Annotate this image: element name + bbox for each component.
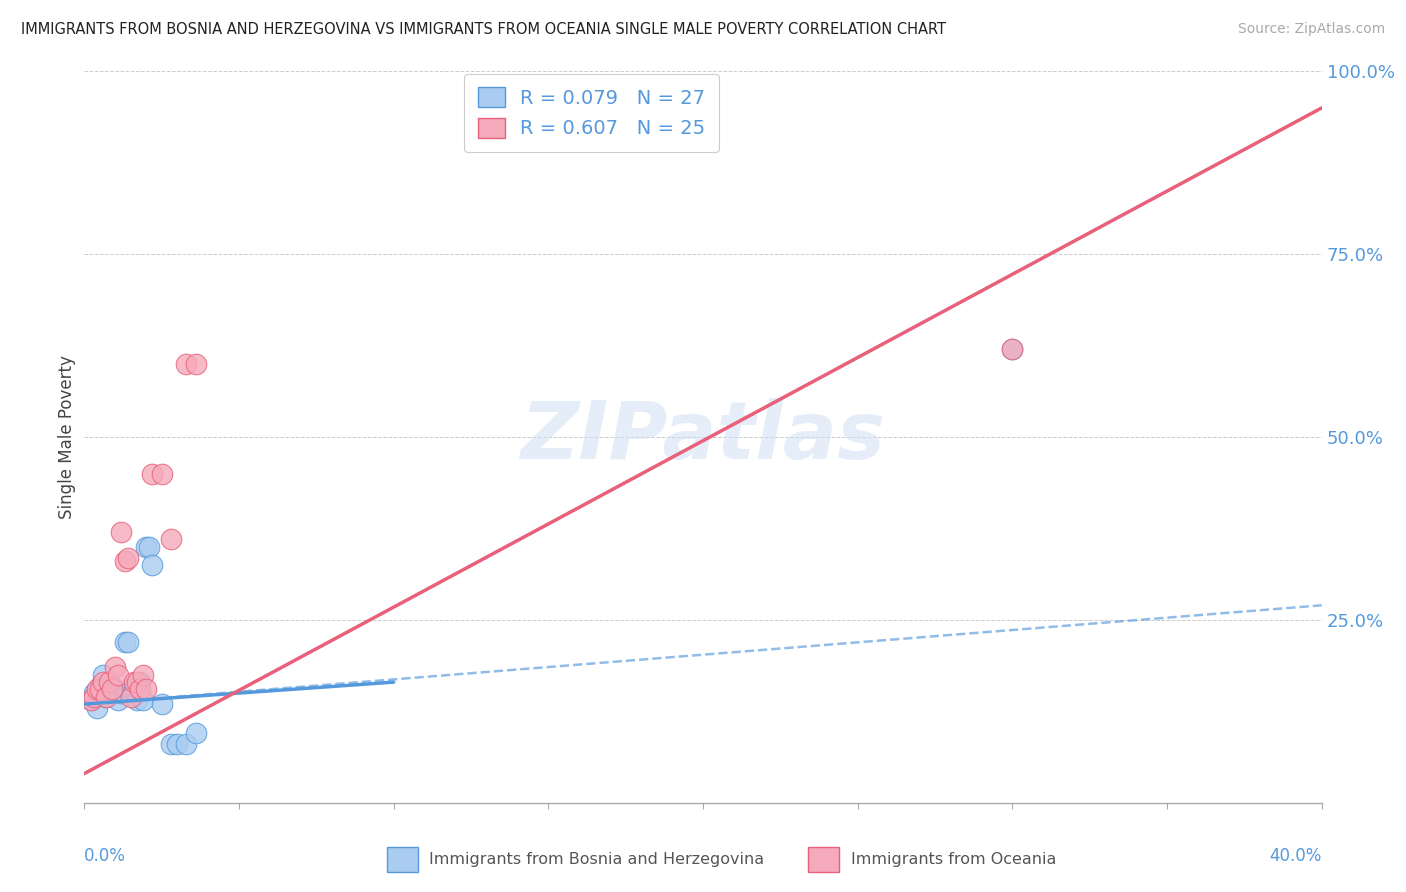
Point	[160, 533, 183, 547]
Point	[150, 697, 173, 711]
Point	[79, 693, 101, 707]
Point	[122, 682, 145, 697]
Legend: R = 0.079   N = 27, R = 0.607   N = 25: R = 0.079 N = 27, R = 0.607 N = 25	[464, 74, 720, 152]
Point	[184, 357, 207, 371]
Point	[166, 737, 188, 751]
Point	[125, 675, 148, 690]
Point	[91, 667, 114, 681]
FancyBboxPatch shape	[808, 847, 839, 872]
Point	[117, 550, 139, 565]
Point	[120, 690, 142, 704]
Point	[176, 357, 198, 371]
Point	[150, 467, 173, 481]
Point	[160, 737, 183, 751]
Point	[101, 686, 124, 700]
Point	[141, 558, 163, 573]
Point	[129, 675, 152, 690]
Point	[83, 686, 105, 700]
Y-axis label: Single Male Poverty: Single Male Poverty	[58, 355, 76, 519]
Point	[91, 675, 114, 690]
Point	[110, 525, 132, 540]
Text: 0.0%: 0.0%	[84, 847, 127, 864]
Point	[104, 660, 127, 674]
Point	[184, 726, 207, 740]
Text: IMMIGRANTS FROM BOSNIA AND HERZEGOVINA VS IMMIGRANTS FROM OCEANIA SINGLE MALE PO: IMMIGRANTS FROM BOSNIA AND HERZEGOVINA V…	[21, 22, 946, 37]
Point	[132, 693, 155, 707]
Point	[79, 693, 101, 707]
Point	[1001, 343, 1024, 357]
Point	[117, 635, 139, 649]
Point	[114, 635, 136, 649]
Point	[107, 693, 129, 707]
Point	[135, 540, 157, 554]
Point	[83, 690, 105, 704]
Point	[104, 682, 127, 697]
Point	[94, 690, 117, 704]
Point	[94, 690, 117, 704]
Point	[107, 667, 129, 681]
Text: Immigrants from Bosnia and Herzegovina: Immigrants from Bosnia and Herzegovina	[429, 853, 763, 867]
Point	[89, 679, 111, 693]
Point	[132, 667, 155, 681]
Text: ZIPatlas: ZIPatlas	[520, 398, 886, 476]
Point	[125, 693, 148, 707]
Point	[101, 682, 124, 697]
Point	[86, 682, 108, 697]
Point	[141, 467, 163, 481]
Point	[122, 675, 145, 690]
Point	[135, 682, 157, 697]
Point	[176, 737, 198, 751]
Point	[89, 682, 111, 697]
Point	[86, 700, 108, 714]
Text: 40.0%: 40.0%	[1270, 847, 1322, 864]
Point	[129, 682, 152, 697]
Point	[110, 686, 132, 700]
Point	[120, 682, 142, 697]
Point	[98, 682, 121, 697]
Point	[98, 675, 121, 690]
Point	[114, 554, 136, 568]
Point	[138, 540, 160, 554]
Point	[1001, 343, 1024, 357]
Text: Source: ZipAtlas.com: Source: ZipAtlas.com	[1237, 22, 1385, 37]
FancyBboxPatch shape	[387, 847, 418, 872]
Text: Immigrants from Oceania: Immigrants from Oceania	[851, 853, 1056, 867]
